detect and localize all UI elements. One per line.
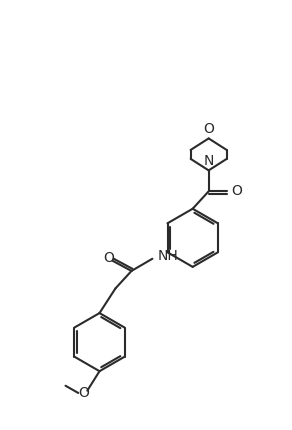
Text: O: O [231, 184, 242, 198]
Text: O: O [78, 386, 89, 400]
Text: NH: NH [158, 249, 178, 263]
Text: O: O [103, 251, 114, 265]
Text: N: N [204, 154, 214, 168]
Text: O: O [203, 122, 214, 135]
